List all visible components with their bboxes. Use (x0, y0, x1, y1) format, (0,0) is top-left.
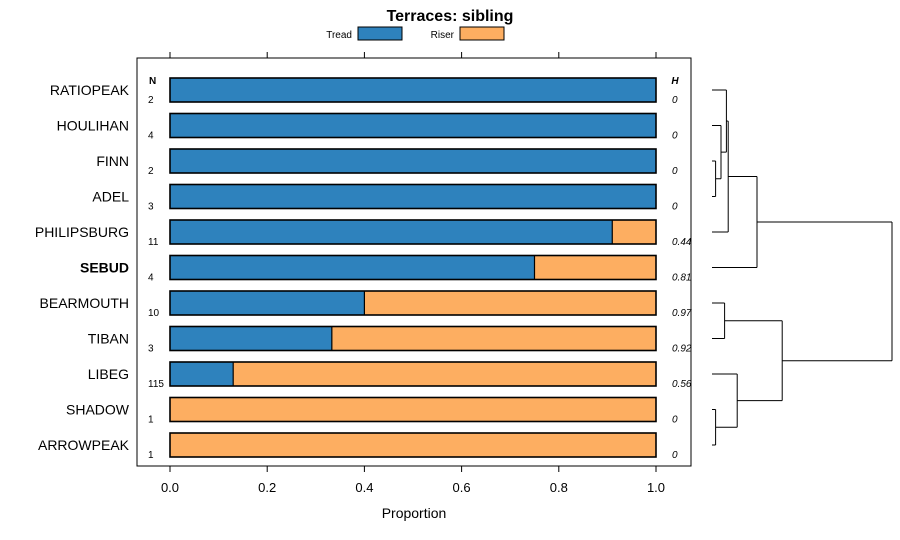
legend-label-tread: Tread (326, 30, 352, 41)
row-h-value: 0.44 (672, 237, 692, 248)
h-column-header: H (671, 76, 679, 87)
bar-riser (170, 397, 656, 422)
row-label: TIBAN (88, 331, 129, 347)
bar-outline (169, 148, 657, 174)
row-n-value: 2 (148, 95, 154, 106)
row-h-value: 0.81 (672, 273, 691, 284)
bar-outline (169, 290, 657, 316)
bar-riser (612, 220, 656, 244)
bar-row: HOULIHAN 4 0 (57, 112, 678, 142)
plot-frame (136, 57, 692, 467)
row-n-value: 11 (148, 237, 159, 248)
legend-swatch-riser (459, 26, 505, 41)
bar-outline (169, 183, 657, 210)
bar-tread (170, 149, 656, 173)
row-n-value: 3 (148, 202, 154, 213)
bar-outline (169, 396, 657, 423)
row-label: ARROWPEAK (38, 437, 130, 453)
row-label: ADEL (92, 189, 129, 205)
bar-tread (170, 255, 535, 280)
row-h-value: 0 (672, 202, 678, 213)
x-axis: 0.0 0.2 0.4 0.6 0.8 1.0 (161, 52, 665, 495)
x-axis-label: Proportion (382, 505, 447, 521)
bar-outline (169, 112, 657, 139)
row-n-value: 2 (148, 166, 154, 177)
bar-outline (169, 77, 657, 103)
row-n-value: 4 (148, 273, 154, 284)
row-n-value: 4 (148, 131, 154, 142)
x-tick-label: 0.6 (453, 480, 471, 495)
bar-riser (170, 433, 656, 457)
dendrogram (712, 89, 893, 446)
bar-outline (169, 254, 657, 281)
row-n-value: 115 (148, 379, 164, 390)
x-tick-label: 0.0 (161, 480, 179, 495)
row-h-value: 0.56 (672, 379, 692, 390)
row-n-value: 3 (148, 344, 154, 355)
bar-row: SHADOW 1 0 (66, 396, 678, 426)
row-h-value: 0 (672, 131, 678, 142)
row-h-value: 0.92 (672, 344, 692, 355)
bar-tread (170, 291, 365, 315)
bar-tread (170, 113, 656, 138)
row-h-value: 0 (672, 166, 678, 177)
row-label: RATIOPEAK (50, 82, 130, 98)
bar-riser (364, 291, 656, 315)
bar-row: RATIOPEAK 2 0 (50, 77, 678, 106)
legend-label-riser: Riser (431, 30, 455, 41)
row-h-value: 0 (672, 95, 678, 106)
bar-tread (170, 78, 656, 102)
row-h-value: 0 (672, 415, 678, 426)
bar-tread (170, 184, 656, 209)
row-label: BEARMOUTH (40, 295, 129, 311)
n-column-header: N (149, 76, 156, 87)
row-label: HOULIHAN (57, 118, 129, 134)
bar-riser (534, 255, 656, 280)
bar-row: SEBUD 4 0.81 (80, 254, 691, 284)
x-tick-label: 0.8 (550, 480, 568, 495)
bar-row: ADEL 3 0 (92, 183, 678, 213)
bar-rows: RATIOPEAK 2 0 HOULIHAN 4 0 FINN 2 0 ADEL 3 0 PHILIPS… (35, 77, 692, 461)
bar-outline (169, 325, 657, 352)
bar-row: LIBEG 115 0.56 (88, 361, 692, 390)
bar-row: PHILIPSBURG 11 0.44 (35, 219, 692, 248)
row-label: LIBEG (88, 366, 129, 382)
row-h-value: 0.97 (672, 308, 692, 319)
row-label: PHILIPSBURG (35, 224, 129, 240)
bar-tread (170, 220, 613, 244)
row-label: SEBUD (80, 260, 129, 276)
bar-outline (169, 432, 657, 458)
row-n-value: 1 (148, 450, 154, 461)
bar-row: BEARMOUTH 10 0.97 (40, 290, 692, 319)
legend: Tread Riser (326, 26, 505, 41)
bar-row: ARROWPEAK 1 0 (38, 432, 678, 461)
bar-outline (169, 219, 657, 245)
row-h-value: 0 (672, 450, 678, 461)
bar-riser (331, 326, 656, 351)
row-label: SHADOW (66, 402, 130, 418)
bar-row: TIBAN 3 0.92 (88, 325, 692, 355)
bar-tread (170, 326, 332, 351)
row-label: FINN (96, 153, 129, 169)
row-n-value: 10 (148, 308, 160, 319)
legend-swatch-tread (357, 26, 403, 41)
bar-row: FINN 2 0 (96, 148, 678, 177)
x-tick-label: 0.2 (258, 480, 276, 495)
bar-outline (169, 361, 657, 387)
x-tick-label: 0.4 (355, 480, 373, 495)
bar-riser (233, 362, 656, 386)
bar-tread (170, 362, 234, 386)
row-n-value: 1 (148, 415, 154, 426)
x-tick-label: 1.0 (647, 480, 665, 495)
chart-title: Terraces: sibling (387, 8, 514, 25)
